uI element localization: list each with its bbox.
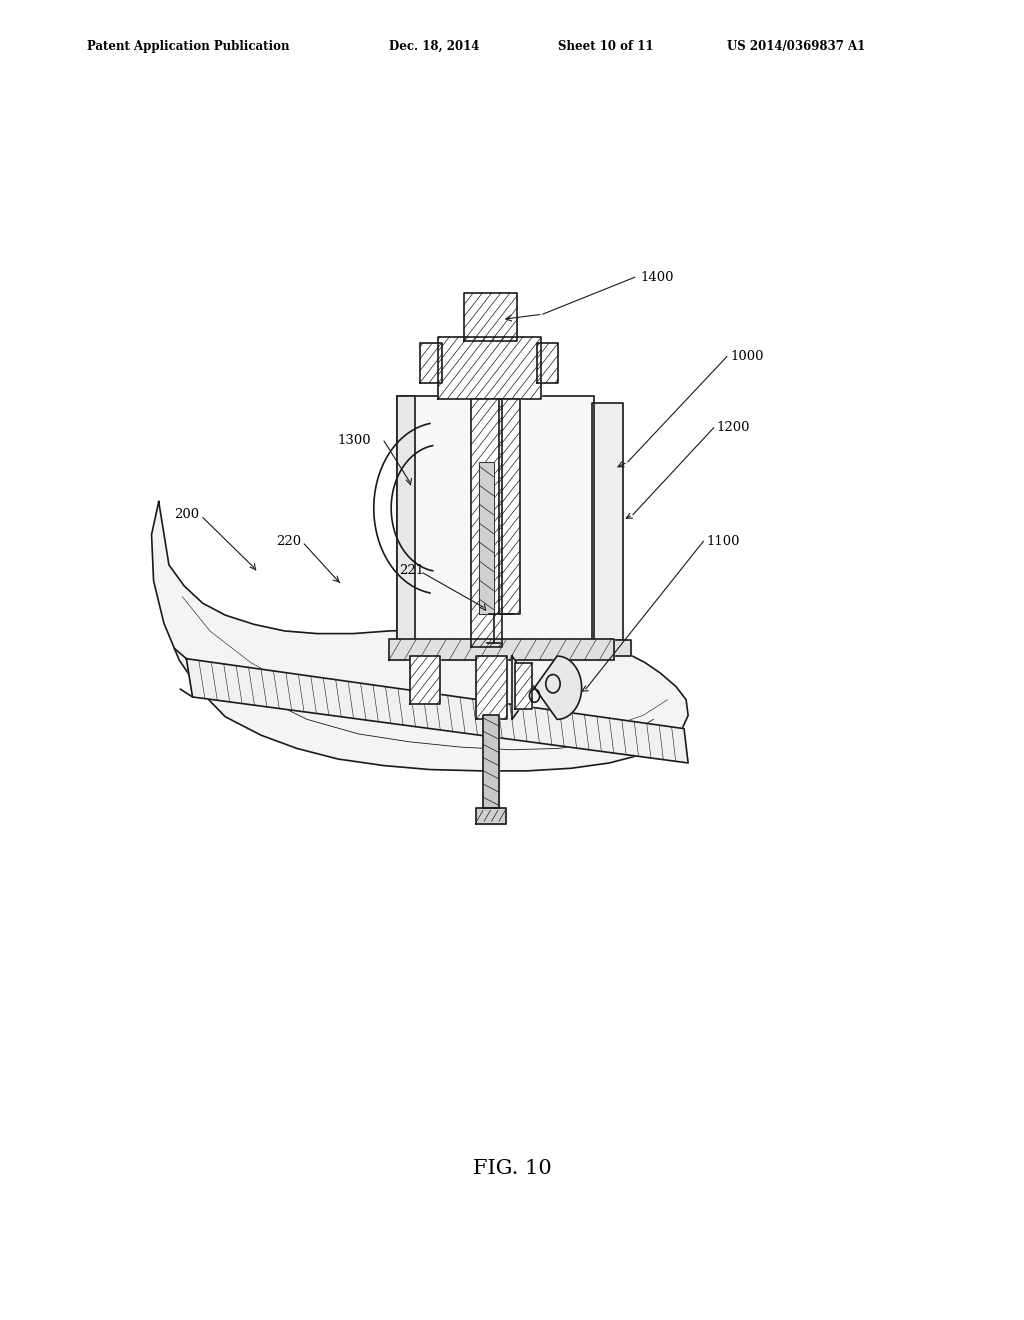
Polygon shape <box>464 293 517 341</box>
Polygon shape <box>476 656 507 719</box>
Text: FIG. 10: FIG. 10 <box>473 1159 551 1177</box>
Polygon shape <box>592 403 623 640</box>
Text: Patent Application Publication: Patent Application Publication <box>87 40 290 53</box>
Polygon shape <box>515 663 532 709</box>
Polygon shape <box>389 639 614 660</box>
Text: 1100: 1100 <box>707 535 740 548</box>
Polygon shape <box>471 399 502 647</box>
Polygon shape <box>397 396 594 647</box>
Text: US 2014/0369837 A1: US 2014/0369837 A1 <box>727 40 865 53</box>
Polygon shape <box>479 462 494 614</box>
Polygon shape <box>420 343 442 383</box>
Text: Sheet 10 of 11: Sheet 10 of 11 <box>558 40 653 53</box>
Polygon shape <box>438 337 541 399</box>
Text: 221: 221 <box>399 564 425 577</box>
Polygon shape <box>152 502 688 771</box>
Text: 1200: 1200 <box>717 421 751 434</box>
Polygon shape <box>582 640 631 656</box>
Text: 1000: 1000 <box>730 350 764 363</box>
Polygon shape <box>512 656 582 719</box>
Text: 1400: 1400 <box>640 271 674 284</box>
Text: 220: 220 <box>276 535 302 548</box>
Text: 1300: 1300 <box>338 434 372 447</box>
Polygon shape <box>397 396 415 647</box>
Polygon shape <box>537 343 558 383</box>
Polygon shape <box>410 656 440 704</box>
Polygon shape <box>186 659 688 763</box>
Text: Dec. 18, 2014: Dec. 18, 2014 <box>389 40 479 53</box>
Polygon shape <box>483 715 499 808</box>
Text: 200: 200 <box>174 508 200 521</box>
Polygon shape <box>476 808 506 824</box>
Polygon shape <box>499 399 520 614</box>
